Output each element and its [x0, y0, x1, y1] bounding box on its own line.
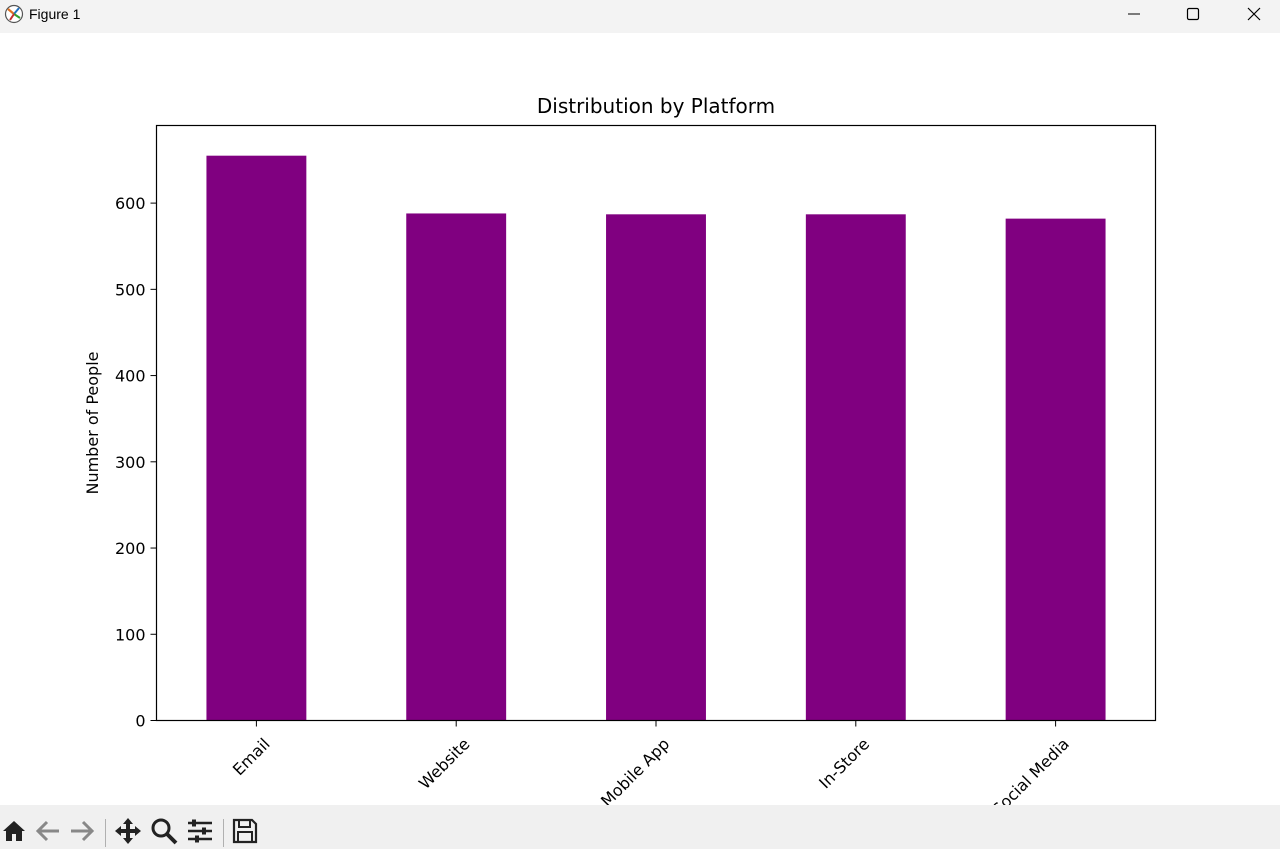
y-tick-label: 400	[115, 367, 146, 386]
bars-group	[206, 155, 1106, 721]
zoom-icon	[151, 818, 178, 845]
pan-icon	[115, 818, 141, 844]
bar-website	[406, 213, 507, 721]
back-button[interactable]	[34, 817, 62, 845]
save-button[interactable]	[231, 817, 259, 845]
y-tick-label: 600	[115, 194, 146, 213]
y-tick-label: 500	[115, 280, 146, 299]
forward-button[interactable]	[68, 817, 96, 845]
home-button[interactable]	[0, 817, 28, 845]
x-ticks-group: Email Website Mobile App In-Store Social Med…	[229, 720, 1073, 805]
x-tick-label: Email	[229, 734, 274, 779]
minimize-icon	[1128, 13, 1140, 15]
save-icon	[232, 818, 258, 844]
pan-button[interactable]	[114, 817, 142, 845]
bar-mobile-app	[606, 214, 706, 721]
chart-title: Distribution by Platform	[537, 94, 775, 118]
bar-chart: Distribution by Platform Number of Peopl…	[83, 94, 1157, 805]
bar-social-media	[1005, 218, 1106, 721]
toolbar-separator	[105, 819, 106, 847]
close-icon	[1247, 7, 1261, 21]
bar-in-store	[805, 214, 906, 721]
y-tick-label: 300	[115, 453, 146, 472]
maximize-icon	[1186, 7, 1200, 21]
back-arrow-icon	[35, 820, 59, 842]
x-tick-label: Mobile App	[597, 734, 673, 805]
plot-frame	[155, 124, 1157, 722]
y-tick-label: 200	[115, 539, 146, 558]
y-tick-label: 100	[115, 625, 146, 644]
forward-arrow-icon	[71, 820, 95, 842]
minimize-button[interactable]	[1105, 0, 1163, 28]
y-tick-label: 0	[135, 712, 145, 731]
x-tick-label: Social Media	[988, 734, 1073, 805]
x-tick-label: In-Store	[815, 734, 873, 792]
configure-subplots-icon	[188, 819, 212, 843]
configure-subplots-button[interactable]	[186, 817, 214, 845]
bar-email	[206, 155, 307, 721]
figure-canvas: Distribution by Platform Number of Peopl…	[0, 33, 1280, 805]
window-title: Figure 1	[29, 6, 81, 22]
zoom-button[interactable]	[150, 817, 178, 845]
y-axis-label: Number of People	[83, 351, 102, 494]
maximize-button[interactable]	[1164, 0, 1222, 28]
matplotlib-app-icon	[4, 4, 24, 24]
y-ticks-group: 0 100 200 300 400 500 600	[115, 194, 157, 731]
x-tick-label: Website	[415, 734, 474, 793]
close-button[interactable]	[1225, 0, 1280, 28]
window-titlebar: Figure 1	[0, 0, 1280, 33]
navigation-toolbar	[0, 805, 1280, 849]
toolbar-separator	[223, 819, 224, 847]
home-icon	[3, 821, 25, 841]
